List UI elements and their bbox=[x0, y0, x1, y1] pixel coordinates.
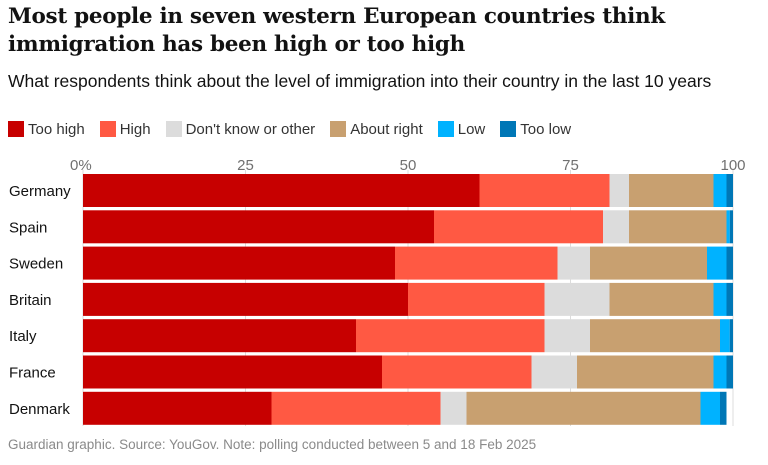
source-note: Guardian graphic. Source: YouGov. Note: … bbox=[8, 437, 537, 452]
bar-segment bbox=[629, 210, 727, 244]
legend-item: Don't know or other bbox=[165, 120, 316, 138]
category-label: Spain bbox=[9, 219, 47, 236]
bar-segment bbox=[271, 391, 441, 425]
bar-segment bbox=[83, 391, 272, 425]
bar-segment bbox=[707, 246, 727, 280]
bar-segment bbox=[382, 355, 532, 389]
bar-segment bbox=[577, 355, 714, 389]
legend-label: High bbox=[119, 120, 151, 138]
legend-swatch bbox=[8, 121, 24, 137]
bar-segment bbox=[466, 391, 701, 425]
bar-segment bbox=[726, 246, 733, 280]
bar-segment bbox=[557, 246, 590, 280]
category-label: Germany bbox=[9, 183, 71, 200]
legend-swatch bbox=[330, 121, 347, 137]
category-label: Italy bbox=[9, 328, 37, 345]
bar-segment bbox=[408, 282, 545, 316]
bar-segment bbox=[590, 319, 720, 353]
legend-label: About right bbox=[350, 120, 423, 138]
legend-label: Low bbox=[457, 120, 486, 138]
bar-segment bbox=[720, 319, 730, 353]
x-tick-label: 25 bbox=[237, 157, 254, 174]
bar-segment bbox=[713, 282, 727, 316]
bar-segment bbox=[479, 174, 610, 207]
bar-segment bbox=[700, 391, 720, 425]
x-tick-label: 50 bbox=[400, 157, 417, 174]
legend-swatch bbox=[99, 121, 116, 137]
bar-segment bbox=[356, 319, 545, 353]
x-tick-label: 0% bbox=[70, 157, 92, 174]
chart-subtitle: What respondents think about the level o… bbox=[8, 71, 712, 91]
bar-segment bbox=[609, 282, 714, 316]
bar-segment bbox=[726, 210, 730, 244]
bar-segment bbox=[440, 391, 467, 425]
bar-segment bbox=[83, 246, 395, 280]
category-label: France bbox=[9, 365, 56, 382]
bar-segment bbox=[83, 210, 434, 244]
bar-segment bbox=[729, 319, 733, 353]
legend-item: High bbox=[99, 120, 151, 138]
bar-segment bbox=[83, 319, 356, 353]
legend-swatch bbox=[500, 121, 517, 137]
bar-segment bbox=[531, 355, 577, 389]
bar-segment bbox=[395, 246, 558, 280]
chart-title: Most people in seven western European co… bbox=[8, 4, 665, 57]
category-label: Denmark bbox=[9, 401, 70, 418]
legend-label: Don't know or other bbox=[185, 120, 316, 138]
stacked-bar-chart: 0% 25 50 75 100 Germany Spain Sweden Britain Ital… bbox=[9, 157, 746, 426]
bar-segment bbox=[544, 319, 590, 353]
legend: Too high High Don't know or other About rig… bbox=[8, 119, 586, 139]
x-tick-label: 100 bbox=[720, 157, 745, 174]
bar-segment bbox=[726, 355, 733, 389]
bar-segment bbox=[603, 210, 629, 244]
bar-segment bbox=[434, 210, 603, 244]
bar-segment bbox=[609, 174, 629, 207]
legend-swatch bbox=[165, 121, 182, 137]
legend-item: Low bbox=[437, 120, 486, 138]
bar-segment bbox=[720, 391, 727, 425]
legend-swatch bbox=[437, 121, 454, 137]
bar-segment bbox=[726, 282, 733, 316]
bar-segment bbox=[83, 355, 382, 389]
bar-segment bbox=[83, 282, 408, 316]
bar-segment bbox=[729, 210, 733, 244]
legend-item: Too high bbox=[8, 121, 85, 138]
bar-segment bbox=[726, 174, 733, 207]
category-label: Britain bbox=[9, 292, 52, 309]
bar-segment bbox=[590, 246, 707, 280]
bar-segment bbox=[629, 174, 714, 207]
bar-segment bbox=[544, 282, 610, 316]
legend-item: About right bbox=[330, 121, 423, 138]
legend-label: Too low bbox=[520, 120, 572, 138]
bar-segment bbox=[83, 174, 480, 207]
category-label: Sweden bbox=[9, 256, 63, 273]
x-tick-label: 75 bbox=[562, 157, 579, 174]
legend-label: Too high bbox=[28, 120, 85, 138]
bar-segment bbox=[713, 355, 727, 389]
legend-item: Too low bbox=[500, 121, 571, 138]
bar-segment bbox=[713, 174, 727, 207]
